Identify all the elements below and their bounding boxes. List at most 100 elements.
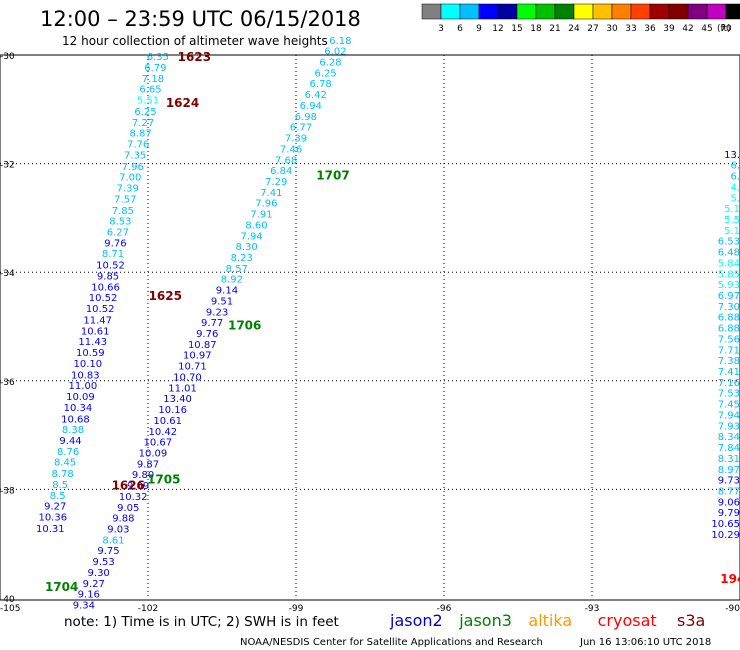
swh-point-s3a: 8.78 — [52, 469, 74, 480]
legend-jason3: jason3 — [458, 611, 512, 630]
swh-point-s3a: 8.76 — [57, 447, 79, 458]
scale-swatch — [478, 3, 499, 20]
swh-point-jason2: 9.79 — [718, 508, 740, 519]
swh-point-s3a: 7.57 — [114, 194, 136, 205]
swh-point-jason2: 9.73 — [718, 476, 740, 487]
swh-point-s3a: 9.27 — [44, 502, 66, 513]
scale-swatch — [630, 3, 651, 20]
swh-point-jason3: 10.70 — [173, 372, 202, 383]
swh-point-s3a: 11.00 — [69, 381, 98, 392]
swh-point-jason2: 10.29 — [711, 530, 740, 541]
swh-point-s3a: 8.5 — [52, 480, 68, 491]
swh-point-jason2: 8.77 — [718, 486, 740, 497]
swh-point-s3a: 10.10 — [73, 359, 102, 370]
scale-swatch — [440, 3, 461, 20]
swh-point-jason2: 6.97 — [718, 291, 740, 302]
swh-point-jason2: 6. — [730, 161, 740, 172]
swh-point-jason2: 5.93 — [718, 280, 740, 291]
swh-point-jason3: 7.68 — [275, 155, 297, 166]
swh-point-jason3: 10.61 — [153, 416, 182, 427]
swh-point-jason3: 7.39 — [285, 134, 307, 145]
swh-point-jason2: 7.56 — [718, 334, 740, 345]
scale-swatch — [421, 3, 442, 20]
time-label: 1623 — [178, 50, 211, 64]
swh-point-jason3: 9.88 — [112, 514, 134, 525]
swh-point-jason2: 9.06 — [718, 497, 740, 508]
swh-point-s3a: 7.96 — [122, 162, 144, 173]
axis-labels: -105 -102 -99 -96 -93 -90 -30 -32 -34 -36 -38 -40 — [0, 52, 740, 614]
y-tick-label: -30 — [0, 52, 15, 62]
time-labels: 1623 1624 1625 1626 1707 1706 1705 1704 194 — [45, 50, 740, 594]
chart-title: 12:00 – 23:59 UTC 06/15/2018 — [40, 7, 361, 31]
swh-point-jason2: 6.88 — [718, 324, 740, 335]
scale-label: 9 — [476, 24, 482, 34]
y-tick-label: -38 — [0, 486, 15, 496]
plot-frame — [0, 54, 740, 601]
scale-swatch — [649, 3, 670, 20]
scale-label: 27 — [587, 24, 598, 34]
scale-label: 6 — [457, 24, 463, 34]
scale-swatch — [554, 3, 575, 20]
legend-s3a: s3a — [677, 611, 705, 630]
swh-point-jason3: 9.09 — [127, 481, 149, 492]
x-tick-label: -93 — [585, 604, 600, 614]
y-tick-label: -32 — [0, 161, 15, 171]
y-tick-label: -36 — [0, 378, 15, 388]
footer-timestamp: Jun 16 13:06:10 UTC 2018 — [579, 637, 711, 648]
swh-point-jason3: 10.67 — [144, 438, 173, 449]
scale-swatch — [516, 3, 537, 20]
scale-label: 12 — [492, 24, 503, 34]
scale-swatch — [725, 3, 740, 20]
swh-point-s3a: 10.52 — [89, 293, 118, 304]
swh-point-jason2: 5.84 — [718, 258, 740, 269]
swh-point-jason3: 9.76 — [196, 329, 218, 340]
swh-point-jason2: 8.97 — [718, 465, 740, 476]
swh-point-jason3: 9.77 — [201, 318, 223, 329]
swh-point-jason3: 6.77 — [290, 123, 312, 134]
scale-label: 45 — [701, 24, 712, 34]
swh-point-jason3: 10.97 — [183, 351, 212, 362]
swh-point-s3a: 10.83 — [71, 370, 100, 381]
swh-point-jason2: 5. — [730, 193, 740, 204]
swh-point-jason3: 9.23 — [206, 307, 228, 318]
swh-point-jason3: 9.75 — [97, 546, 119, 557]
swh-point-s3a: 10.61 — [81, 326, 110, 337]
scale-swatch — [459, 3, 480, 20]
swh-point-jason2: 6.53 — [718, 237, 740, 248]
swh-point-jason3: 10.09 — [139, 448, 168, 459]
scale-label: 36 — [644, 24, 656, 34]
swh-point-jason3: 7.29 — [265, 177, 287, 188]
swh-point-jason2: 7.45 — [718, 400, 740, 411]
swh-point-s3a: 8.53 — [109, 217, 131, 228]
swh-point-jason3: 8.57 — [226, 264, 248, 275]
swh-point-jason3: 6.78 — [310, 79, 332, 90]
swh-point-s3a: 7.76 — [127, 140, 149, 151]
swh-point-jason2: 6.48 — [718, 248, 740, 259]
scale-label: 33 — [625, 24, 636, 34]
swh-point-s3a: 10.34 — [64, 403, 93, 414]
swh-point-jason3: 6.42 — [305, 90, 327, 101]
swh-point-jason3: 7.41 — [260, 188, 282, 199]
chart-subtitle: 12 hour collection of altimeter wave hei… — [62, 34, 328, 48]
swh-point-jason2: 6.88 — [718, 313, 740, 324]
swh-point-s3a: 5.51 — [137, 96, 159, 107]
scale-swatch — [687, 3, 708, 20]
swh-point-jason2: 5.1 — [724, 204, 740, 215]
swh-point-s3a: 7.00 — [119, 173, 141, 184]
swh-point-jason3: 10.71 — [178, 362, 207, 373]
swh-point-jason3: 7.96 — [255, 199, 277, 210]
satellite-legend: jason2 jason3 altika cryosat s3a — [389, 611, 705, 630]
swh-point-jason3: 9.51 — [211, 296, 233, 307]
swh-point-jason3: 9.34 — [73, 601, 95, 612]
scale-label: 3 — [438, 24, 444, 34]
swh-point-s3a: 10.68 — [61, 414, 90, 425]
swh-point-jason3: 9.87 — [137, 459, 159, 470]
swh-point-s3a: 6.65 — [139, 85, 161, 96]
swh-point-jason3: 6.25 — [314, 68, 336, 79]
swh-point-jason3: 9.16 — [78, 590, 100, 601]
swh-point-s3a: 9.76 — [104, 238, 126, 249]
scale-swatch — [535, 3, 556, 20]
swh-point-jason2: 7.16 — [718, 378, 740, 389]
scale-swatch — [668, 3, 689, 20]
